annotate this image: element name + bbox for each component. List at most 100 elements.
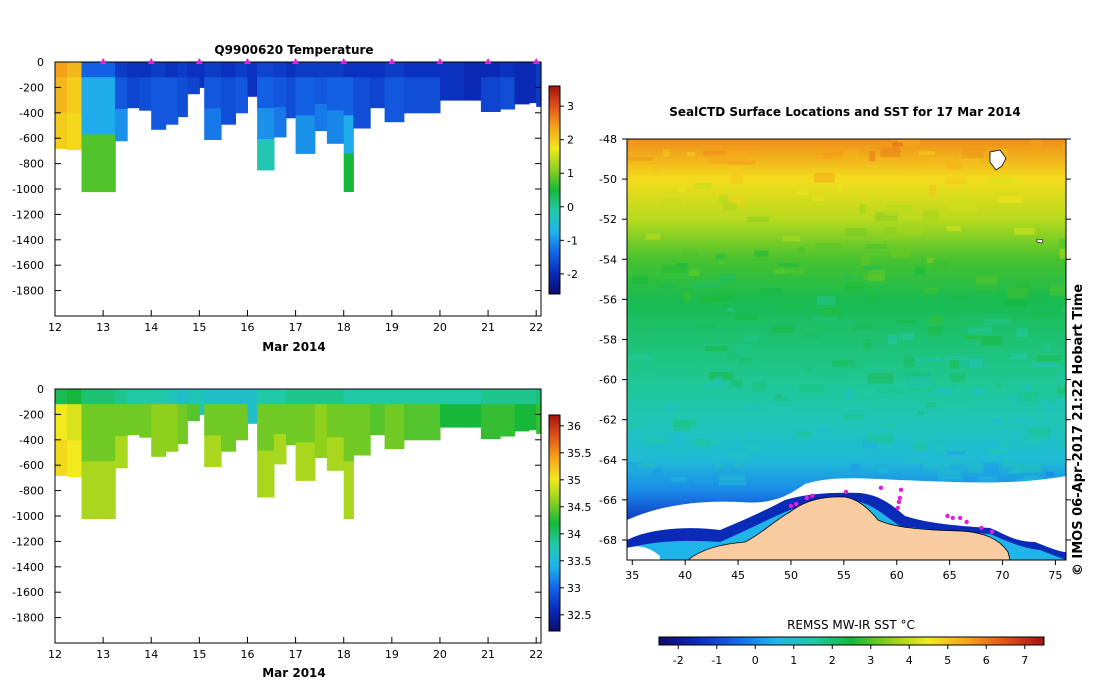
sst-patch: [690, 360, 710, 365]
sst-patch: [1042, 454, 1066, 465]
surface-marker: [388, 58, 396, 64]
lat-tick-label: -54: [599, 253, 617, 266]
sst-patch: [754, 250, 769, 257]
sst-colorbar-label: REMSS MW-IR SST °C: [787, 618, 915, 632]
seal-locations: [788, 485, 995, 535]
seal-location: [979, 525, 984, 531]
sst-patch: [1007, 288, 1030, 299]
sst-map-canvas: [627, 139, 1066, 560]
seal-location: [804, 495, 809, 501]
profile-cell: [425, 404, 441, 441]
sst-map-title: SealCTD Surface Locations and SST for 17…: [669, 105, 1021, 119]
sst-patch: [678, 186, 686, 192]
sst-patch: [930, 157, 954, 166]
sst-patch: [990, 418, 1002, 423]
x-tick-label: 22: [529, 648, 543, 661]
sst-patch: [1046, 471, 1054, 477]
sst-patch: [797, 384, 825, 394]
sst-patch: [671, 477, 686, 482]
profile-cell: [139, 62, 152, 78]
temperature-y-axis: 0 -200 -400 -600 -800 -1000 -1200 -1400 -1600 -18…: [12, 56, 541, 298]
sst-patch: [723, 202, 737, 211]
sst-patch: [661, 198, 682, 207]
sst-patch: [1062, 441, 1066, 448]
seal-location: [897, 495, 903, 501]
sst-patch: [984, 442, 1003, 450]
x-tick-label: 13: [96, 648, 110, 661]
profile-cell: [199, 62, 205, 88]
x-tick-label: 18: [337, 648, 351, 661]
sst-patch: [843, 414, 865, 419]
profile-cell: [286, 404, 297, 446]
imos-credit: © IMOS 06-Apr-2017 21:22 Hobart Time: [1071, 284, 1086, 576]
lat-tick-label: -60: [599, 374, 617, 387]
lat-tick-label: -50: [599, 173, 617, 186]
sst-patch: [724, 453, 749, 457]
sst-patch: [837, 184, 844, 192]
colorbar-tick-label: 0: [567, 201, 574, 214]
sst-patch: [917, 410, 925, 415]
sst-patch: [629, 353, 653, 362]
sst-patch: [1014, 227, 1035, 235]
surface-marker: [340, 58, 348, 64]
sst-patch: [811, 194, 824, 201]
sst-map-frame: [626, 138, 1067, 561]
x-tick-label: 14: [144, 648, 158, 661]
sst-patch: [629, 140, 638, 146]
profile-cell: [295, 404, 316, 443]
profile-cell: [81, 461, 116, 519]
sst-patch: [869, 296, 878, 301]
y-tick-label: -1600: [12, 259, 44, 272]
seal-location: [878, 485, 884, 490]
sst-map-panel: SealCTD Surface Locations and SST for 17…: [599, 105, 1086, 667]
profile-cell: [384, 77, 405, 123]
profile-cell: [257, 139, 275, 171]
profile-cell: [480, 404, 501, 439]
sst-patch: [651, 211, 659, 222]
sst-patch: [694, 479, 715, 484]
profile-cell: [480, 62, 501, 78]
profile-cell: [370, 389, 386, 405]
sst-patch: [1063, 307, 1066, 314]
sst-patch: [662, 371, 689, 375]
sst-patch: [703, 384, 724, 388]
colorbar-tick-label: 35: [567, 474, 581, 487]
seal-location: [964, 519, 969, 525]
sst-patch: [728, 152, 751, 163]
profile-cell: [257, 450, 275, 498]
sst-patch: [688, 269, 700, 276]
sst-patch: [652, 170, 662, 176]
profile-cell: [204, 62, 222, 78]
surface-marker: [292, 58, 300, 64]
profile-cell: [440, 404, 465, 428]
sst-patch: [645, 233, 661, 240]
profile-cell: [343, 153, 354, 192]
profile-cell: [384, 389, 405, 405]
profile-cell: [247, 62, 258, 97]
sst-patch: [904, 376, 931, 388]
sst-patch: [946, 162, 962, 170]
sst-patch: [718, 475, 746, 486]
sst-patch: [869, 150, 876, 162]
profile-cell: [151, 62, 167, 78]
sst-patch: [1017, 391, 1039, 402]
profile-cell: [529, 389, 537, 405]
sst-patch: [877, 468, 889, 474]
lat-tick-label: -56: [599, 293, 617, 306]
sst-patch: [739, 357, 753, 365]
sst-patch: [863, 339, 872, 350]
sst-patch: [745, 445, 762, 452]
temperature-surface-markers: [99, 58, 540, 64]
sst-patch: [946, 402, 967, 412]
sst-patch: [887, 334, 897, 345]
sst-patch: [1008, 469, 1021, 474]
sst-patch: [632, 275, 648, 285]
seal-location: [958, 515, 963, 521]
sst-patch: [1001, 447, 1016, 459]
sst-patch: [947, 451, 965, 455]
profile-cell: [115, 404, 128, 437]
sst-patch: [892, 142, 903, 147]
sst-patch: [661, 283, 676, 290]
sst-patch: [804, 366, 812, 372]
y-tick-label: -800: [19, 485, 44, 498]
